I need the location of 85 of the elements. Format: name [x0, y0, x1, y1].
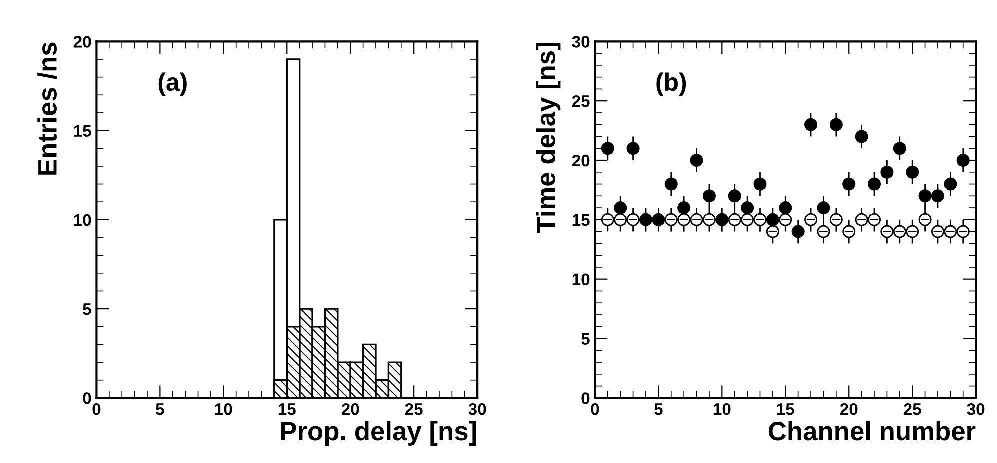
point	[918, 213, 932, 226]
point	[842, 178, 856, 191]
point	[817, 225, 830, 238]
y-tick-label: 10	[74, 214, 92, 226]
point	[817, 202, 830, 215]
point	[766, 225, 780, 238]
point	[906, 166, 920, 179]
point	[893, 225, 906, 238]
point	[944, 178, 958, 191]
x-axis-title: Channel number	[768, 421, 976, 441]
x-tick-label: 5	[156, 404, 164, 416]
point	[779, 202, 792, 215]
point	[716, 213, 729, 226]
x-tick-label: 15	[777, 404, 794, 416]
point	[804, 213, 818, 226]
y-tick-label: 5	[83, 304, 92, 316]
point	[652, 213, 666, 226]
y-axis-title: Time delay [ns]	[536, 43, 561, 233]
point	[880, 166, 894, 179]
point	[601, 142, 614, 156]
point	[702, 190, 716, 203]
point	[880, 225, 894, 238]
x-tick-label: 10	[714, 403, 731, 416]
x-tick-label: 10	[215, 403, 232, 416]
point	[754, 178, 767, 191]
point	[741, 213, 754, 226]
x-tick-label: 15	[278, 404, 296, 416]
point	[956, 154, 970, 168]
point	[728, 190, 742, 203]
point	[702, 213, 716, 226]
point	[614, 202, 628, 215]
point	[931, 190, 944, 203]
point	[792, 225, 805, 238]
y-tick-label: 20	[572, 154, 590, 167]
y-tick-label: 15	[572, 214, 590, 226]
point	[804, 118, 818, 132]
x-axis-title: Prop. delay [ns]	[281, 421, 476, 446]
point	[766, 213, 780, 226]
point	[779, 213, 792, 226]
point	[918, 190, 932, 203]
annotation: (b)	[656, 72, 686, 96]
y-axis-title: Entries /ns	[38, 42, 58, 175]
point	[830, 118, 843, 132]
point	[868, 213, 882, 226]
point	[601, 213, 614, 226]
y-tick-label: 10	[572, 274, 590, 286]
x-tick-label: 0	[591, 403, 600, 416]
y-tick-label: 15	[74, 125, 92, 137]
point	[830, 213, 843, 226]
point	[741, 202, 754, 215]
x-tick-label: 25	[405, 403, 423, 416]
point	[868, 178, 882, 191]
point	[855, 213, 868, 226]
point	[690, 154, 704, 168]
point	[639, 213, 652, 226]
y-tick-label: 0	[582, 392, 590, 404]
x-tick-label: 25	[904, 403, 922, 416]
point	[754, 213, 767, 226]
point	[626, 142, 640, 156]
point	[678, 202, 691, 215]
y-tick-label: 0	[83, 392, 92, 404]
y-tick-label: 25	[572, 95, 590, 108]
point	[678, 213, 691, 226]
point	[664, 213, 678, 226]
point	[728, 213, 742, 226]
y-tick-label: 5	[582, 333, 590, 345]
x-tick-label: 30	[967, 403, 985, 416]
x-tick-label: 20	[840, 403, 858, 416]
annotation: (a)	[158, 72, 187, 96]
x-tick-label: 30	[468, 403, 486, 416]
point	[690, 213, 704, 226]
x-tick-label: 0	[92, 403, 101, 416]
point	[906, 225, 920, 238]
point	[931, 225, 944, 238]
x-tick-label: 5	[654, 404, 663, 416]
x-tick-label: 20	[342, 403, 360, 416]
point	[893, 142, 906, 156]
point	[626, 213, 640, 226]
point	[944, 225, 958, 238]
point	[842, 225, 856, 238]
point	[614, 213, 628, 226]
y-tick-label: 20	[74, 36, 92, 48]
point	[855, 130, 868, 144]
y-tick-label: 30	[572, 36, 590, 48]
point	[664, 178, 678, 191]
